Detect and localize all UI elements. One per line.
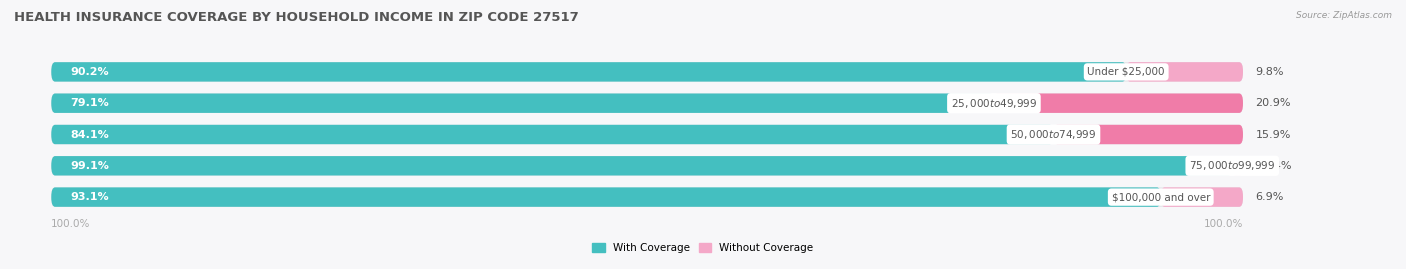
FancyBboxPatch shape: [51, 62, 1243, 82]
Text: HEALTH INSURANCE COVERAGE BY HOUSEHOLD INCOME IN ZIP CODE 27517: HEALTH INSURANCE COVERAGE BY HOUSEHOLD I…: [14, 11, 579, 24]
Text: 0.94%: 0.94%: [1256, 161, 1291, 171]
Text: $50,000 to $74,999: $50,000 to $74,999: [1011, 128, 1097, 141]
FancyBboxPatch shape: [994, 94, 1243, 113]
Text: 100.0%: 100.0%: [51, 219, 90, 229]
FancyBboxPatch shape: [1053, 125, 1243, 144]
Text: 79.1%: 79.1%: [70, 98, 108, 108]
FancyBboxPatch shape: [51, 94, 1243, 113]
Text: 6.9%: 6.9%: [1256, 192, 1284, 202]
Text: 9.8%: 9.8%: [1256, 67, 1284, 77]
FancyBboxPatch shape: [51, 125, 1053, 144]
FancyBboxPatch shape: [51, 94, 994, 113]
FancyBboxPatch shape: [1161, 187, 1243, 207]
Text: 15.9%: 15.9%: [1256, 129, 1291, 140]
FancyBboxPatch shape: [51, 125, 1243, 144]
Text: 93.1%: 93.1%: [70, 192, 108, 202]
Text: $100,000 and over: $100,000 and over: [1112, 192, 1211, 202]
Text: 20.9%: 20.9%: [1256, 98, 1291, 108]
Text: Under $25,000: Under $25,000: [1087, 67, 1166, 77]
FancyBboxPatch shape: [51, 62, 1126, 82]
Text: 84.1%: 84.1%: [70, 129, 108, 140]
FancyBboxPatch shape: [51, 156, 1232, 175]
FancyBboxPatch shape: [51, 187, 1161, 207]
FancyBboxPatch shape: [51, 187, 1243, 207]
FancyBboxPatch shape: [1126, 62, 1243, 82]
Text: 99.1%: 99.1%: [70, 161, 108, 171]
Text: 100.0%: 100.0%: [1204, 219, 1243, 229]
Legend: With Coverage, Without Coverage: With Coverage, Without Coverage: [592, 243, 814, 253]
Text: 90.2%: 90.2%: [70, 67, 108, 77]
Text: $75,000 to $99,999: $75,000 to $99,999: [1189, 159, 1275, 172]
Text: Source: ZipAtlas.com: Source: ZipAtlas.com: [1296, 11, 1392, 20]
FancyBboxPatch shape: [1232, 156, 1243, 175]
Text: $25,000 to $49,999: $25,000 to $49,999: [950, 97, 1038, 110]
FancyBboxPatch shape: [51, 156, 1243, 175]
